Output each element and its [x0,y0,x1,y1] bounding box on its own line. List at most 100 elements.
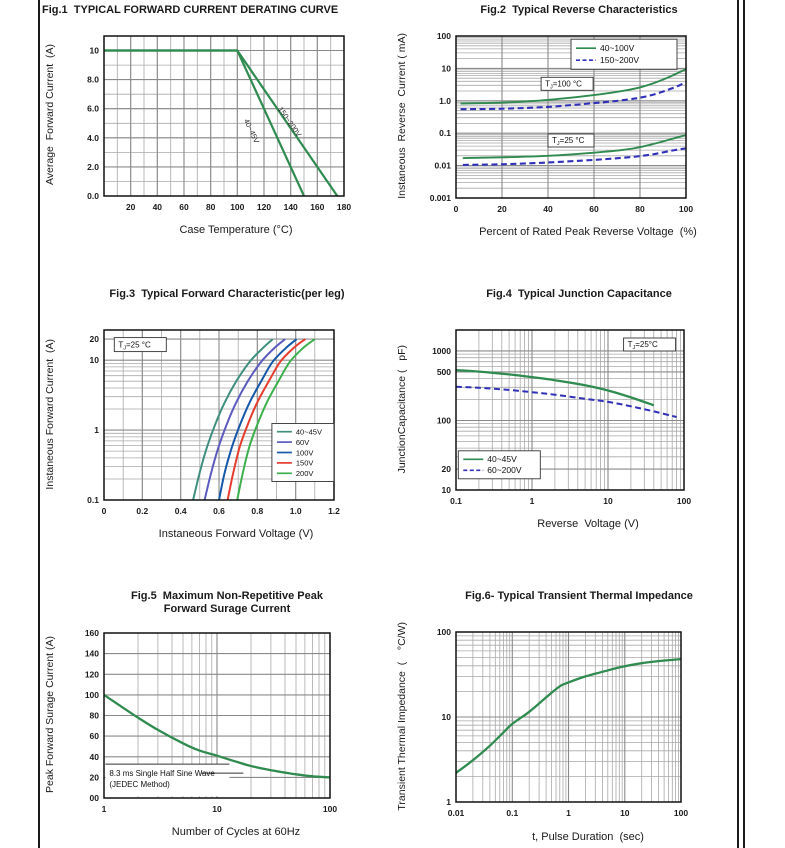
svg-text:00: 00 [90,793,100,803]
figure-fig3: Fig.3 Typical Forward Characteristic(per… [42,286,384,540]
svg-text:0.001: 0.001 [430,193,452,203]
fig3-x-axis-label: Instaneous Forward Voltage (V) [158,528,314,540]
svg-text:40: 40 [543,204,553,214]
svg-text:40~45V: 40~45V [487,454,517,464]
svg-text:8.0: 8.0 [87,75,99,85]
fig6-x-axis-label: t, Pulse Duration (sec) [532,830,644,843]
fig1-chart: 20 40 60 80 100 120 140 160 180 0.0 2.0 4.0 6.0 8.0 10… [87,35,351,212]
svg-text:1: 1 [102,804,107,814]
fig5-y-axis-label: Peak Forward Surage Current (A) [44,636,56,793]
fig3-y-axis-label: Instaneous Forward Current (A) [44,338,56,490]
svg-text:20: 20 [90,772,100,782]
svg-text:0.6: 0.6 [213,506,225,516]
svg-text:500: 500 [437,367,451,377]
svg-text:1: 1 [566,808,571,818]
svg-text:10: 10 [90,355,100,365]
svg-text:20: 20 [497,204,507,214]
svg-text:1.0: 1.0 [290,506,302,516]
svg-text:10: 10 [90,46,100,56]
svg-text:10: 10 [442,485,452,495]
fig6-chart: 0.01 0.1 1 10 100 1 10 100 [437,627,689,818]
svg-text:0.1: 0.1 [450,496,462,506]
svg-text:10: 10 [442,63,452,73]
svg-text:0.8: 0.8 [251,506,263,516]
svg-text:80: 80 [635,204,645,214]
fig2-chart: 0 20 40 60 80 100 0.001 0.01 0.1 1.0 10 100 TJ=100 °… [430,31,694,214]
svg-text:1.2: 1.2 [328,506,340,516]
fig5-x-axis-label: Number of Cycles at 60Hz [171,826,301,838]
fig5-chart: 1 10 100 00 20 40 60 80 100 120 140 160 8.3 ms Singl… [85,628,338,814]
svg-text:8.3 ms Single Half Sine Wave: 8.3 ms Single Half Sine Wave [109,769,215,778]
svg-text:100: 100 [230,202,244,212]
page-right-rule-inner [743,0,745,848]
svg-text:100: 100 [85,690,99,700]
fig6-y-axis-label: Transient Thermal Impedance ( °C/W) [396,622,408,811]
svg-text:40~100V: 40~100V [600,43,635,53]
svg-text:0.01: 0.01 [434,161,451,171]
fig2-title: Fig.2 Typical Reverse Characteristics [480,4,678,16]
svg-text:0: 0 [454,204,459,214]
figure-fig6: Fig.6- Typical Transient Thermal Impedan… [394,588,736,843]
fig4-x-axis-label: Reverse Voltage (V) [537,518,639,530]
svg-text:TJ=100 °C: TJ=100 °C [545,79,582,90]
svg-text:40~45V: 40~45V [296,428,322,437]
svg-text:80: 80 [90,711,100,721]
svg-text:100: 100 [674,808,688,818]
fig6-title: Fig.6- Typical Transient Thermal Impedan… [465,590,693,602]
svg-text:10: 10 [442,712,452,722]
fig1-y-axis-label: Average Forward Current (A) [44,44,56,186]
svg-text:1: 1 [94,425,99,435]
svg-text:1.0: 1.0 [439,96,451,106]
fig5-title-line2: Forward Surage Current [163,603,291,615]
svg-text:100: 100 [437,416,451,426]
svg-text:60: 60 [179,202,189,212]
svg-text:100: 100 [677,496,691,506]
fig5-title-line1: Fig.5 Maximum Non-Repetitive Peak [131,590,323,602]
svg-text:0.1: 0.1 [87,495,99,505]
svg-text:TJ=25°C: TJ=25°C [628,340,658,351]
svg-text:60~200V: 60~200V [487,465,522,475]
svg-text:1000: 1000 [432,346,451,356]
fig1-title: Fig.1 TYPICAL FORWARD CURRENT DERATING C… [42,4,339,16]
svg-text:60V: 60V [296,438,309,447]
page-left-rule [38,0,40,848]
svg-text:100: 100 [437,627,451,637]
figure-fig5: Fig.5 Maximum Non-Repetitive Peak Forwar… [42,588,384,843]
svg-text:TJ=25 °C: TJ=25 °C [552,136,585,147]
svg-text:0.1: 0.1 [506,808,518,818]
svg-text:TJ=25 °C: TJ=25 °C [118,341,151,352]
svg-text:40: 40 [153,202,163,212]
svg-text:120: 120 [257,202,271,212]
svg-text:60: 60 [589,204,599,214]
svg-text:4.0: 4.0 [87,133,99,143]
svg-text:100: 100 [679,204,693,214]
svg-text:0.4: 0.4 [175,506,187,516]
svg-text:2.0: 2.0 [87,162,99,172]
fig4-chart: 0.1 1 10 100 10 20 100 500 1000 TJ=25°C 40~45V60~2… [432,329,691,506]
svg-text:140: 140 [284,202,298,212]
svg-text:0.0: 0.0 [87,191,99,201]
svg-text:160: 160 [310,202,324,212]
svg-text:20: 20 [90,334,100,344]
figures-grid: Fig.1 TYPICAL FORWARD CURRENT DERATING C… [42,2,736,843]
svg-text:140: 140 [85,649,99,659]
svg-text:80: 80 [206,202,216,212]
svg-text:40: 40 [90,752,100,762]
figure-fig1: Fig.1 TYPICAL FORWARD CURRENT DERATING C… [42,2,384,238]
svg-text:10: 10 [620,808,630,818]
svg-text:60: 60 [90,731,100,741]
svg-text:180: 180 [337,202,351,212]
svg-text:150~200V: 150~200V [600,55,639,65]
svg-text:100: 100 [323,804,337,814]
svg-text:100V: 100V [296,448,314,457]
svg-text:1: 1 [446,797,451,807]
svg-text:150V: 150V [296,459,314,468]
svg-text:200V: 200V [296,469,314,478]
svg-text:20: 20 [126,202,136,212]
svg-text:10: 10 [603,496,613,506]
figure-fig2: Fig.2 Typical Reverse Characteristics In… [394,2,736,238]
svg-text:120: 120 [85,669,99,679]
svg-text:6.0: 6.0 [87,104,99,114]
fig3-title: Fig.3 Typical Forward Characteristic(per… [109,288,345,300]
figure-fig4: Fig.4 Typical Junction Capacitance Junct… [394,286,736,540]
